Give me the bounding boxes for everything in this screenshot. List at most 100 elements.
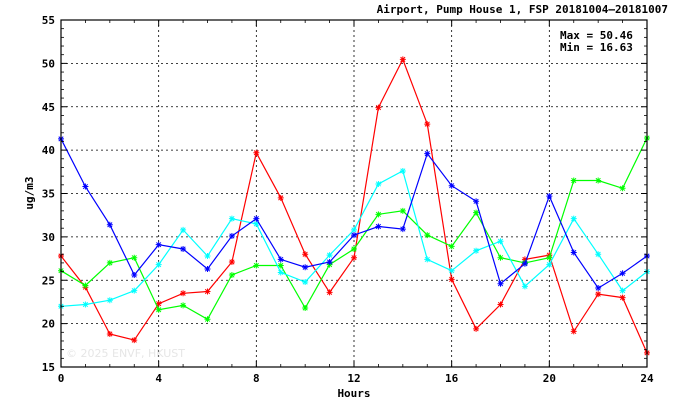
data-point (277, 262, 284, 269)
data-point (595, 177, 602, 184)
data-point (351, 254, 357, 261)
y-tick-label: 30 (42, 231, 55, 244)
data-point (180, 290, 187, 297)
data-point (131, 254, 138, 261)
data-point (595, 251, 602, 258)
data-point (302, 251, 309, 258)
data-point (546, 261, 553, 268)
data-point (131, 272, 138, 279)
axis-ticks: 15 20 25 30 35 40 45 50 55 0 4 8 12 16 20 24 (42, 14, 654, 385)
data-point (228, 233, 235, 240)
data-point (302, 305, 309, 312)
x-tick-label: 8 (253, 372, 260, 385)
data-point (82, 301, 89, 308)
data-point (497, 238, 504, 245)
x-tick-label: 4 (155, 372, 162, 385)
data-point (228, 215, 235, 222)
data-point (473, 325, 480, 332)
data-point (424, 150, 431, 157)
y-tick-label: 15 (42, 361, 55, 374)
data-point (424, 121, 431, 128)
data-point (106, 331, 113, 338)
data-point (473, 247, 480, 254)
max-label: Max = 50.46 (560, 29, 633, 42)
data-point (595, 291, 602, 298)
data-point (106, 297, 113, 304)
data-point (302, 264, 309, 271)
data-point (570, 215, 577, 222)
watermark: © 2025 ENVF, HKUST (66, 347, 185, 360)
gridlines (61, 20, 647, 367)
data-point (570, 328, 577, 335)
data-point (521, 260, 528, 267)
y-tick-label: 35 (42, 188, 55, 201)
y-tick-label: 45 (42, 101, 55, 114)
data-point (155, 241, 162, 248)
data-point (399, 207, 406, 214)
data-series (58, 56, 650, 356)
data-point (424, 256, 431, 263)
x-tick-label: 16 (445, 372, 459, 385)
data-point (106, 221, 113, 228)
min-label: Min = 16.63 (560, 41, 633, 54)
y-tick-label: 20 (42, 318, 55, 331)
data-point (351, 232, 357, 239)
data-point (448, 276, 455, 283)
data-point (570, 249, 577, 256)
series-4 (58, 135, 650, 292)
data-point (619, 185, 626, 192)
data-point (619, 294, 626, 301)
data-point (253, 220, 260, 227)
data-point (180, 226, 187, 233)
data-point (619, 270, 626, 277)
data-point (228, 272, 235, 279)
data-point (351, 226, 357, 233)
data-point (497, 301, 504, 308)
data-point (399, 167, 406, 174)
x-tick-label: 12 (347, 372, 360, 385)
data-point (521, 256, 528, 263)
data-point (82, 282, 89, 289)
data-point (448, 267, 455, 274)
data-point (546, 193, 553, 200)
data-point (448, 243, 455, 250)
data-point (473, 198, 480, 205)
x-tick-label: 0 (58, 372, 65, 385)
data-point (155, 306, 162, 313)
data-point (497, 254, 504, 261)
data-point (326, 259, 333, 266)
y-tick-label: 55 (42, 14, 55, 27)
data-point (424, 232, 431, 239)
data-point (180, 246, 187, 253)
data-point (375, 180, 382, 187)
data-point (253, 215, 260, 222)
data-point (277, 269, 284, 276)
data-point (106, 259, 113, 266)
data-point (351, 246, 357, 253)
plot-frame (60, 19, 648, 368)
data-point (131, 287, 138, 294)
data-point (448, 182, 455, 189)
x-tick-label: 24 (640, 372, 654, 385)
data-point (326, 252, 333, 259)
data-point (204, 252, 211, 259)
data-point (277, 194, 284, 201)
data-point (595, 285, 602, 292)
data-point (82, 183, 89, 190)
data-point (375, 211, 382, 218)
data-point (546, 254, 553, 261)
data-point (375, 104, 382, 111)
data-point (155, 300, 162, 307)
data-point (399, 226, 406, 233)
data-point (204, 265, 211, 272)
data-point (473, 209, 480, 216)
data-point (180, 302, 187, 309)
series-3 (58, 167, 650, 310)
data-point (497, 280, 504, 287)
y-tick-label: 40 (42, 144, 55, 157)
data-point (521, 283, 528, 290)
data-point (277, 256, 284, 263)
data-point (253, 149, 260, 156)
data-point (131, 337, 138, 344)
